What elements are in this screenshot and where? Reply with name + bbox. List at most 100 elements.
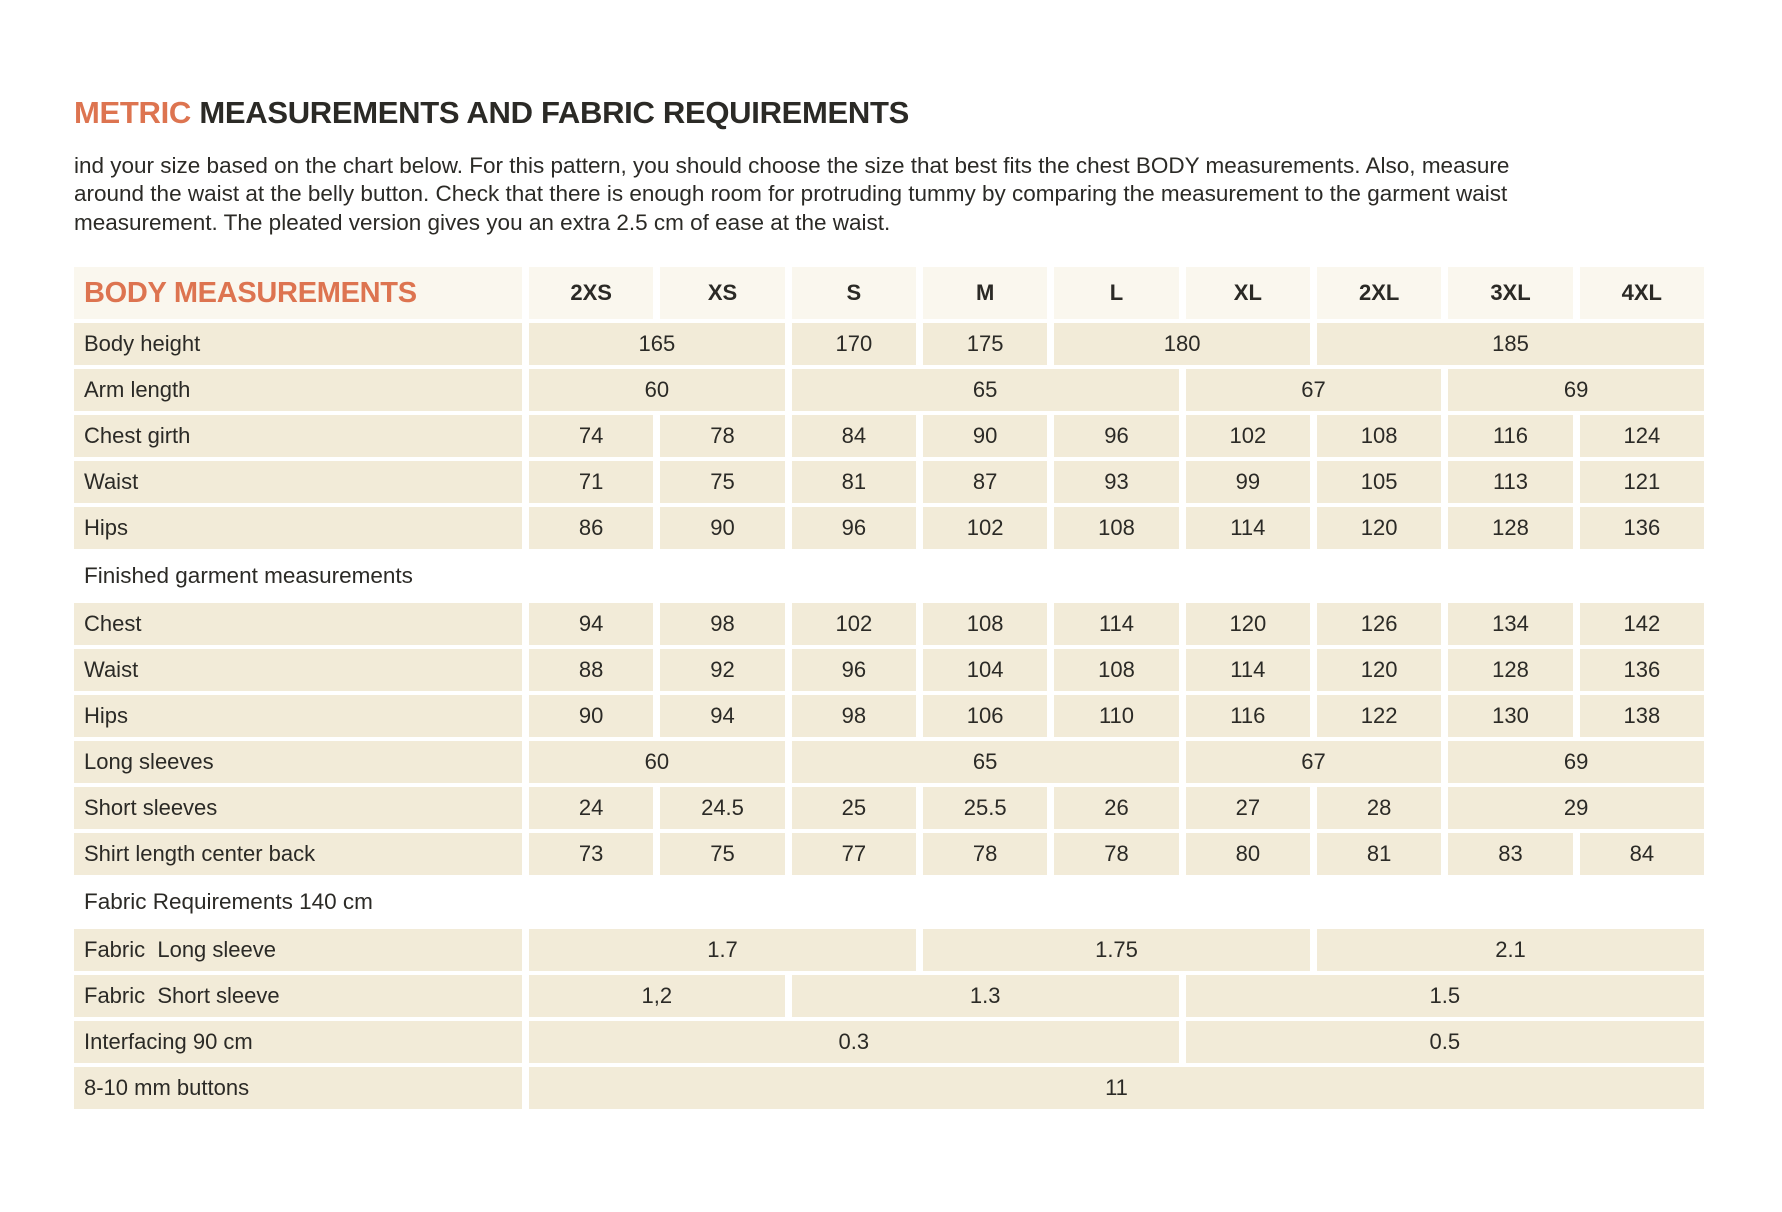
row-label: Short sleeves xyxy=(74,787,522,830)
table-cell: 78 xyxy=(1054,833,1179,876)
row-label: Long sleeves xyxy=(74,741,522,784)
table-cell: 96 xyxy=(1054,415,1179,458)
table-cell: 102 xyxy=(791,603,916,646)
section-header: Finished garment measurements xyxy=(74,555,1704,598)
table-cell: 116 xyxy=(1185,695,1310,738)
row-label: Hips xyxy=(74,695,522,738)
table-cell: 102 xyxy=(1185,415,1310,458)
table-cell: 93 xyxy=(1054,461,1179,504)
table-cell: 78 xyxy=(660,415,785,458)
table-cell: 60 xyxy=(529,369,785,412)
table-cell: 78 xyxy=(923,833,1048,876)
table-cell: 136 xyxy=(1579,649,1704,692)
table-cell: 90 xyxy=(529,695,654,738)
table-cell: 11 xyxy=(529,1067,1704,1110)
table-cell: 67 xyxy=(1185,741,1442,784)
table-cell: 29 xyxy=(1448,787,1704,830)
table-cell: 108 xyxy=(1317,415,1442,458)
table-cell: 24.5 xyxy=(660,787,785,830)
table-cell: 80 xyxy=(1185,833,1310,876)
row-label: Interfacing 90 cm xyxy=(74,1021,522,1064)
row-label: Fabric Long sleeve xyxy=(74,929,522,972)
table-cell: 185 xyxy=(1317,323,1704,366)
table-cell: 75 xyxy=(660,461,785,504)
size-column-header: XS xyxy=(660,267,785,320)
table-cell: 108 xyxy=(1054,649,1179,692)
measurement-table: BODY MEASUREMENTS 2XS XS S M L XL 2XL 3XL 4XL Body… xyxy=(74,267,1704,1110)
table-cell: 120 xyxy=(1317,507,1442,550)
table-cell: 0.5 xyxy=(1185,1021,1704,1064)
table-cell: 24 xyxy=(529,787,654,830)
table-cell: 116 xyxy=(1448,415,1573,458)
table-cell: 65 xyxy=(791,369,1179,412)
table-cell: 98 xyxy=(791,695,916,738)
table-cell: 138 xyxy=(1579,695,1704,738)
section-header: Fabric Requirements 140 cm xyxy=(74,881,1704,924)
table-cell: 1.75 xyxy=(923,929,1310,972)
table-cell: 60 xyxy=(529,741,785,784)
table-cell: 130 xyxy=(1448,695,1573,738)
table-cell: 26 xyxy=(1054,787,1179,830)
table-cell: 110 xyxy=(1054,695,1179,738)
size-column-header: 2XL xyxy=(1317,267,1442,320)
table-cell: 175 xyxy=(923,323,1048,366)
table-cell: 99 xyxy=(1185,461,1310,504)
table-cell: 90 xyxy=(923,415,1048,458)
table-cell: 25.5 xyxy=(923,787,1048,830)
table-cell: 121 xyxy=(1579,461,1704,504)
row-label: Chest xyxy=(74,603,522,646)
table-cell: 84 xyxy=(791,415,916,458)
table-cell: 124 xyxy=(1579,415,1704,458)
table-cell: 134 xyxy=(1448,603,1573,646)
table-cell: 114 xyxy=(1185,649,1310,692)
row-label: Arm length xyxy=(74,369,522,412)
row-label: Fabric Short sleeve xyxy=(74,975,522,1018)
table-cell: 74 xyxy=(529,415,654,458)
size-column-header: 3XL xyxy=(1448,267,1573,320)
table-cell: 102 xyxy=(923,507,1048,550)
page-title-rest: MEASUREMENTS AND FABRIC REQUIREMENTS xyxy=(191,94,910,130)
table-cell: 108 xyxy=(1054,507,1179,550)
table-cell: 0.3 xyxy=(529,1021,1179,1064)
table-cell: 120 xyxy=(1185,603,1310,646)
page-title: METRIC MEASUREMENTS AND FABRIC REQUIREME… xyxy=(74,95,1704,131)
size-column-header: 4XL xyxy=(1579,267,1704,320)
table-cell: 165 xyxy=(529,323,785,366)
table-cell: 25 xyxy=(791,787,916,830)
table-cell: 83 xyxy=(1448,833,1573,876)
page-title-accent: METRIC xyxy=(74,94,192,130)
row-label: Shirt length center back xyxy=(74,833,522,876)
size-column-header: 2XS xyxy=(529,267,654,320)
size-column-header: XL xyxy=(1185,267,1310,320)
table-cell: 1,2 xyxy=(529,975,785,1018)
table-cell: 88 xyxy=(529,649,654,692)
size-column-header: L xyxy=(1054,267,1179,320)
table-cell: 73 xyxy=(529,833,654,876)
table-cell: 65 xyxy=(791,741,1179,784)
table-cell: 81 xyxy=(1317,833,1442,876)
table-cell: 77 xyxy=(791,833,916,876)
table-cell: 69 xyxy=(1448,369,1704,412)
table-cell: 75 xyxy=(660,833,785,876)
table-cell: 114 xyxy=(1185,507,1310,550)
table-cell: 2.1 xyxy=(1317,929,1704,972)
table-cell: 120 xyxy=(1317,649,1442,692)
row-label: Body height xyxy=(74,323,522,366)
table-cell: 94 xyxy=(660,695,785,738)
row-label: 8-10 mm buttons xyxy=(74,1067,522,1110)
table-cell: 126 xyxy=(1317,603,1442,646)
table-cell: 27 xyxy=(1185,787,1310,830)
table-cell: 1.3 xyxy=(791,975,1179,1018)
table-cell: 94 xyxy=(529,603,654,646)
table-cell: 67 xyxy=(1185,369,1442,412)
row-label: Waist xyxy=(74,649,522,692)
table-cell: 106 xyxy=(923,695,1048,738)
table-cell: 104 xyxy=(923,649,1048,692)
table-cell: 86 xyxy=(529,507,654,550)
table-corner-label: BODY MEASUREMENTS xyxy=(74,267,522,320)
table-cell: 105 xyxy=(1317,461,1442,504)
table-cell: 114 xyxy=(1054,603,1179,646)
table-cell: 122 xyxy=(1317,695,1442,738)
table-cell: 69 xyxy=(1448,741,1704,784)
